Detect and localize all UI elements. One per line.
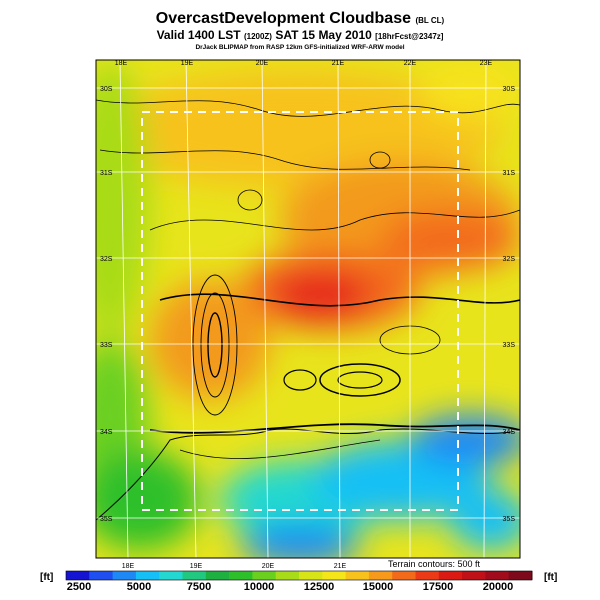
terrain-contours bbox=[96, 99, 520, 459]
colorbar-swatch bbox=[275, 571, 300, 580]
top-lon-label: 21E bbox=[332, 60, 345, 67]
colorbar-swatch bbox=[462, 571, 486, 580]
chart-title: OvercastDevelopment Cloudbase (BL CL) bbox=[0, 10, 600, 28]
colorbar-swatch bbox=[112, 571, 137, 580]
left-lat-label: 31S bbox=[100, 170, 113, 177]
left-lat-label: 34S bbox=[100, 429, 113, 436]
colorbar-swatch bbox=[159, 571, 183, 580]
left-lat-label: 32S bbox=[100, 256, 113, 263]
colorbar bbox=[65, 570, 533, 581]
valid-date: SAT 15 May 2010 bbox=[275, 28, 372, 42]
colorbar-frame bbox=[65, 570, 533, 581]
terrain-note: Terrain contours: 500 ft bbox=[388, 559, 481, 569]
colorbar-label: 10000 bbox=[244, 581, 275, 593]
colorbar-swatch bbox=[205, 571, 230, 580]
top-lon-label: 18E bbox=[115, 60, 128, 67]
colorbar-swatch bbox=[252, 571, 277, 580]
bottom-lon-label: 19E bbox=[190, 563, 203, 570]
color-field bbox=[96, 60, 520, 558]
colorbar-labels: 2500 5000 7500 10000 12500 15000 17500 2… bbox=[67, 581, 514, 593]
right-lat-label: 30S bbox=[503, 86, 516, 93]
right-lat-label: 32S bbox=[503, 256, 516, 263]
left-lat-label: 33S bbox=[100, 342, 113, 349]
colorbar-swatch bbox=[299, 571, 323, 580]
colorbar-swatch bbox=[345, 571, 370, 580]
right-lat-label: 33S bbox=[503, 342, 516, 349]
valid-time: Valid 1400 LST bbox=[156, 28, 241, 42]
colorbar-swatch bbox=[229, 571, 253, 580]
colorbar-swatch bbox=[89, 571, 114, 580]
colorbar-swatch bbox=[368, 571, 393, 580]
colorbar-swatch bbox=[508, 571, 533, 580]
colorbar-swatch bbox=[182, 571, 207, 580]
colorbar-label: 7500 bbox=[187, 581, 211, 593]
top-lon-labels: 18E 19E 20E 21E 22E 23E bbox=[115, 60, 493, 67]
colorbar-label: 17500 bbox=[423, 581, 454, 593]
inner-domain-box bbox=[141, 111, 459, 511]
title-text: OvercastDevelopment Cloudbase bbox=[155, 10, 411, 27]
colorbar-label: 5000 bbox=[127, 581, 151, 593]
colorbar-unit-left: [ft] bbox=[40, 572, 54, 583]
top-lon-label: 19E bbox=[181, 60, 194, 67]
bottom-lon-labels: 18E 19E 20E 21E bbox=[122, 563, 347, 570]
model-credit: DrJack BLIPMAP from RASP 12km GFS-initia… bbox=[195, 44, 405, 51]
colorbar-swatch bbox=[135, 571, 160, 580]
forecast-info: [18hrFcst@2347z] bbox=[375, 32, 444, 41]
colorbar-unit-right: [ft] bbox=[544, 572, 558, 583]
left-lat-label: 35S bbox=[100, 516, 113, 523]
valid-line: Valid 1400 LST (1200Z) SAT 15 May 2010 [… bbox=[0, 28, 600, 42]
colorbar-swatch bbox=[322, 571, 347, 580]
title-suffix: (BL CL) bbox=[415, 16, 445, 25]
colorbar-label: 15000 bbox=[363, 581, 394, 593]
right-lat-label: 35S bbox=[503, 516, 516, 523]
colorbar-label: 12500 bbox=[304, 581, 335, 593]
colorbar-swatch bbox=[392, 571, 416, 580]
top-lon-label: 23E bbox=[480, 60, 493, 67]
coastline bbox=[96, 60, 520, 521]
top-lon-label: 22E bbox=[404, 60, 417, 67]
bottom-lon-label: 21E bbox=[334, 563, 347, 570]
colorbar-swatch bbox=[66, 571, 90, 580]
right-lat-label: 34S bbox=[503, 429, 516, 436]
left-lat-labels: 30S 31S 32S 33S 34S 35S bbox=[100, 86, 113, 523]
colorbar-label: 20000 bbox=[483, 581, 514, 593]
map-frame bbox=[95, 59, 521, 559]
colorbar-swatch bbox=[415, 571, 440, 580]
lat-lon-grid bbox=[96, 60, 520, 558]
valid-code: (1200Z) bbox=[243, 32, 272, 41]
right-lat-label: 31S bbox=[503, 170, 516, 177]
right-lat-labels: 30S 31S 32S 33S 34S 35S bbox=[503, 86, 516, 523]
bottom-lon-label: 20E bbox=[262, 563, 275, 570]
colorbar-swatch bbox=[438, 571, 463, 580]
colorbar-label: 2500 bbox=[67, 581, 91, 593]
left-lat-label: 30S bbox=[100, 86, 113, 93]
colorbar-swatch bbox=[485, 571, 510, 580]
top-lon-label: 20E bbox=[256, 60, 269, 67]
bottom-lon-label: 18E bbox=[122, 563, 135, 570]
